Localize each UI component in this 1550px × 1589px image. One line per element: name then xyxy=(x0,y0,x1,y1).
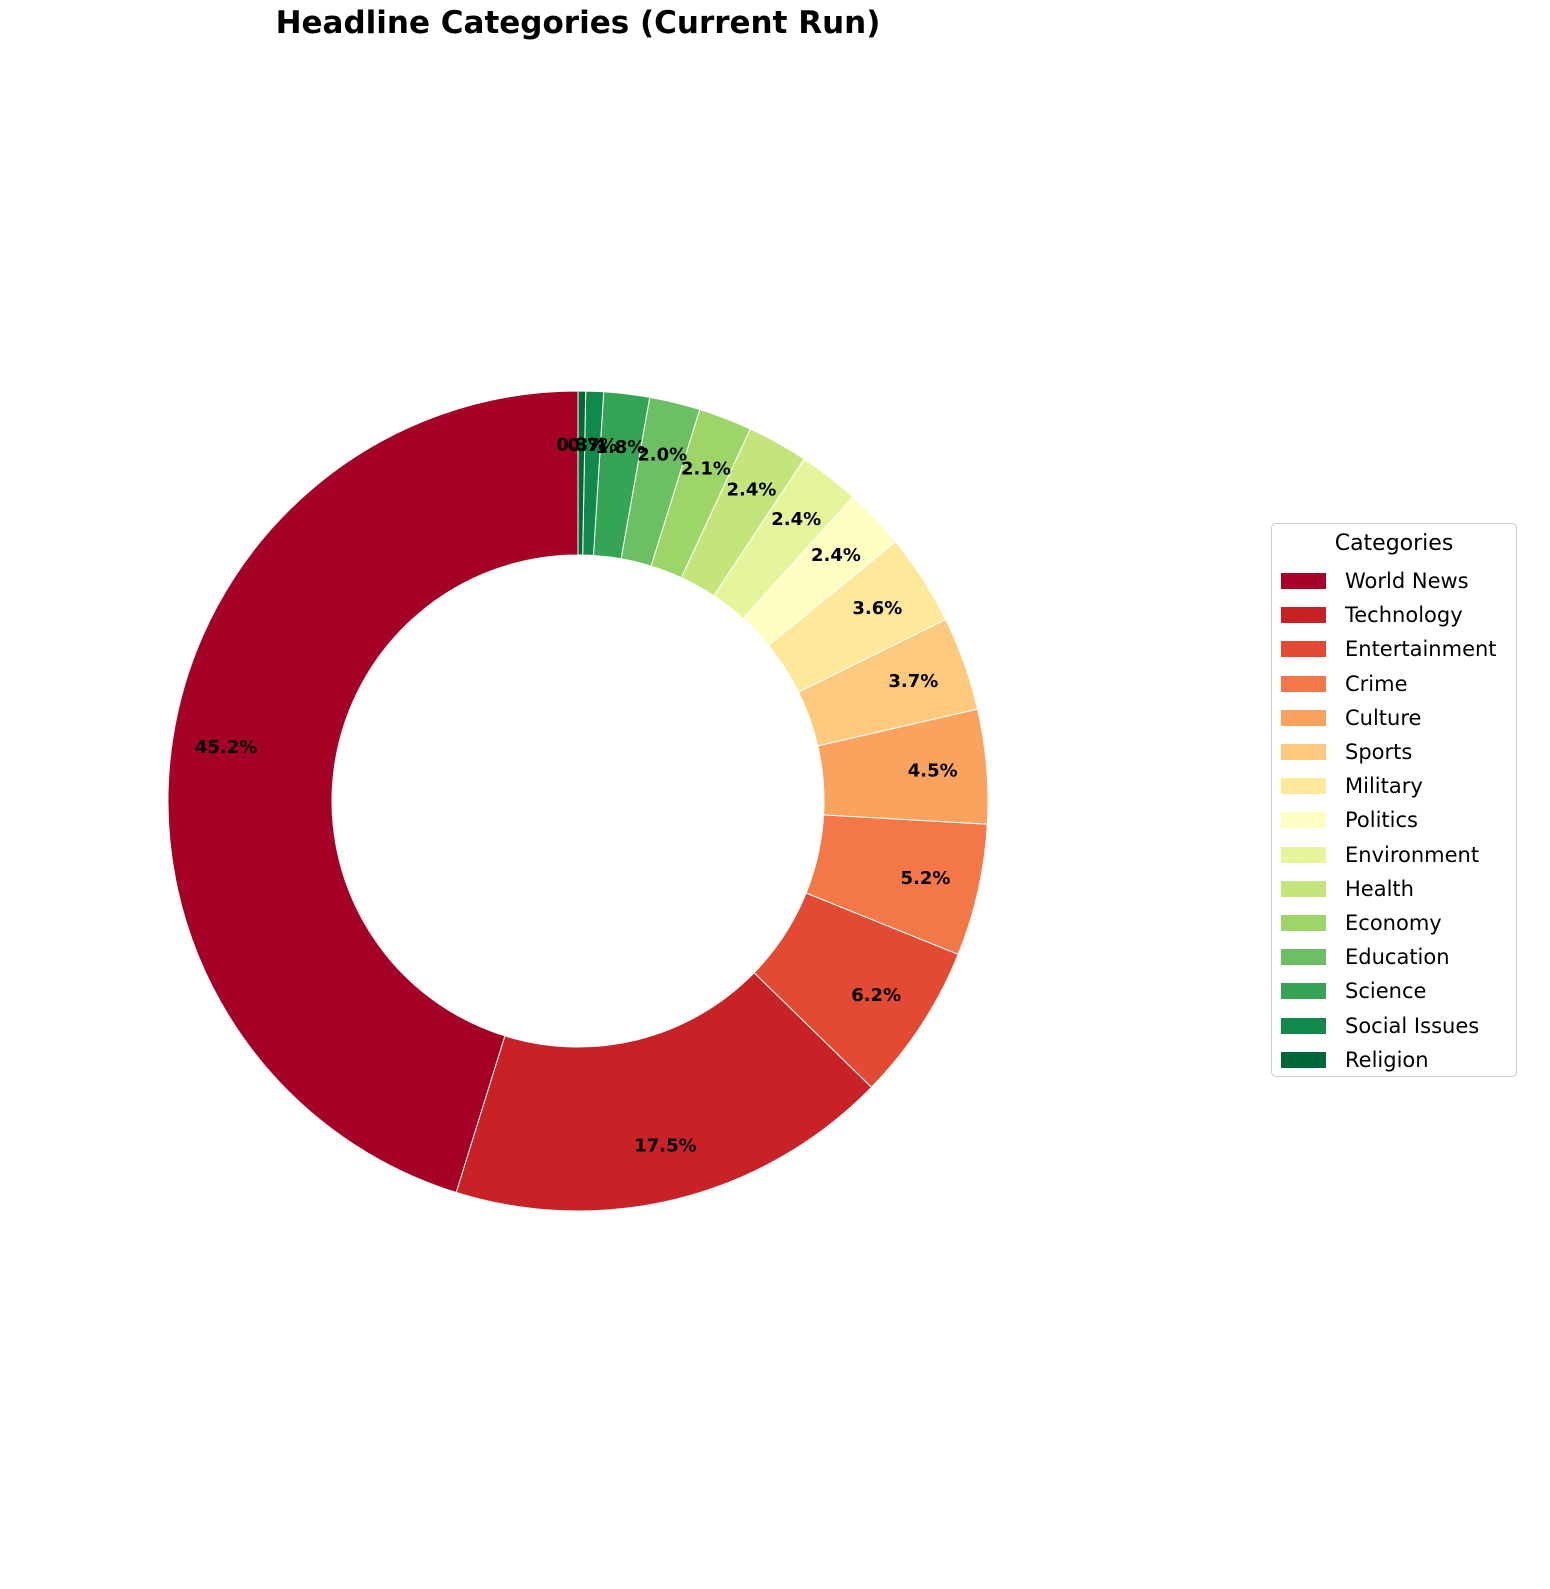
legend-label: Economy xyxy=(1345,910,1442,935)
legend-item-environment: Environment xyxy=(1272,838,1516,872)
slice-label-politics: 2.4% xyxy=(811,545,861,566)
legend-swatch xyxy=(1281,949,1326,966)
legend-title: Categories xyxy=(1334,531,1454,556)
legend-item-technology: Technology xyxy=(1272,598,1516,632)
legend-item-entertainment: Entertainment xyxy=(1272,632,1516,666)
legend-swatch xyxy=(1281,709,1326,726)
legend-label: Social Issues xyxy=(1345,1013,1480,1038)
legend-label: Technology xyxy=(1345,603,1463,628)
legend-swatch xyxy=(1281,1017,1326,1034)
legend-item-education: Education xyxy=(1272,940,1516,974)
legend-label: World News xyxy=(1345,569,1469,594)
legend-swatch xyxy=(1281,812,1326,829)
legend-item-military: Military xyxy=(1272,769,1516,803)
slice-label-science: 1.8% xyxy=(595,437,645,458)
slice-label-social-issues: 0.7% xyxy=(568,435,618,456)
slice-technology xyxy=(455,972,873,1212)
slice-label-education: 2.0% xyxy=(637,445,687,466)
slice-label-entertainment: 6.2% xyxy=(851,985,901,1006)
legend-item-sports: Sports xyxy=(1272,735,1516,769)
legend-item-health: Health xyxy=(1272,872,1516,906)
slice-label-technology: 17.5% xyxy=(634,1136,696,1157)
legend-item-religion: Religion xyxy=(1272,1043,1516,1077)
slice-labels: 45.2%17.5%6.2%5.2%4.5%3.7%3.6%2.4%2.4%2.… xyxy=(195,435,958,1157)
legend-item-economy: Economy xyxy=(1272,906,1516,940)
slice-label-sports: 3.7% xyxy=(888,671,938,692)
legend-label: Religion xyxy=(1345,1047,1429,1072)
legend-swatch xyxy=(1281,914,1326,931)
legend-swatch xyxy=(1281,641,1326,658)
legend-swatch xyxy=(1281,573,1326,590)
legend-swatch xyxy=(1281,1051,1326,1068)
legend-label: Science xyxy=(1345,979,1427,1004)
slice-label-environment: 2.4% xyxy=(771,509,821,530)
slice-label-military: 3.6% xyxy=(852,598,902,619)
slice-label-crime: 5.2% xyxy=(900,868,950,889)
slice-label-world-news: 45.2% xyxy=(195,737,257,758)
legend-item-politics: Politics xyxy=(1272,803,1516,837)
legend-item-culture: Culture xyxy=(1272,701,1516,735)
legend-label: Military xyxy=(1345,774,1423,799)
slice-label-health: 2.4% xyxy=(727,480,777,501)
slice-label-economy: 2.1% xyxy=(681,458,731,479)
chart-title: Headline Categories (Current Run) xyxy=(275,5,881,41)
legend-item-world-news: World News xyxy=(1272,564,1516,598)
legend-label: Education xyxy=(1345,945,1450,970)
legend-swatch xyxy=(1281,846,1326,863)
legend-item-science: Science xyxy=(1272,974,1516,1008)
legend-item-social-issues: Social Issues xyxy=(1272,1008,1516,1042)
legend-label: Crime xyxy=(1345,671,1408,696)
legend-item-crime: Crime xyxy=(1272,667,1516,701)
legend-items: World News Technology Entertainment Crime Cu… xyxy=(1272,564,1516,1077)
legend-swatch xyxy=(1281,778,1326,795)
legend-label: Culture xyxy=(1345,705,1422,730)
slice-religion xyxy=(577,390,587,556)
legend: Categories World News Technology Entertain… xyxy=(1271,523,1517,1077)
legend-swatch xyxy=(1281,675,1326,692)
slice-label-religion: 0.3% xyxy=(556,435,606,456)
donut-slices xyxy=(167,390,989,1212)
legend-label: Sports xyxy=(1345,740,1413,765)
legend-label: Politics xyxy=(1345,808,1418,833)
legend-swatch xyxy=(1281,983,1326,1000)
slice-world-news xyxy=(167,390,579,1194)
legend-label: Environment xyxy=(1345,842,1480,867)
legend-swatch xyxy=(1281,880,1326,897)
legend-label: Health xyxy=(1345,876,1414,901)
legend-label: Entertainment xyxy=(1345,637,1497,662)
slice-label-culture: 4.5% xyxy=(908,760,958,781)
legend-swatch xyxy=(1281,744,1326,761)
legend-swatch xyxy=(1281,607,1326,624)
